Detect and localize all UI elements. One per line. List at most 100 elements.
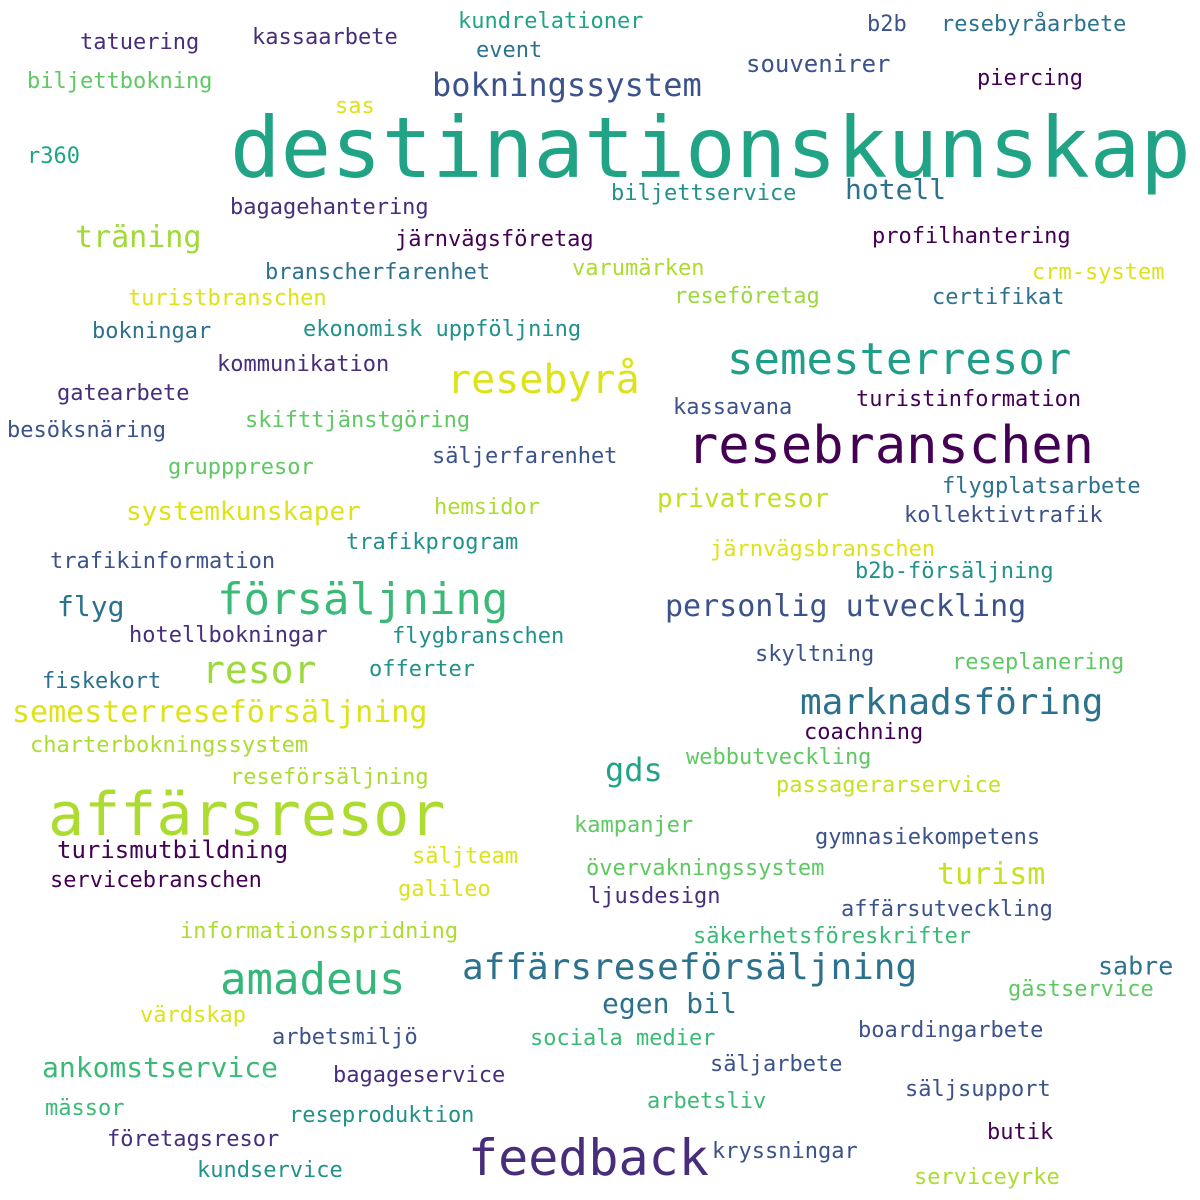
word-16: ankomstservice xyxy=(42,1051,279,1084)
word-3: feedback xyxy=(468,1129,709,1187)
word-17: egen bil xyxy=(602,987,737,1020)
word-18: systemkunskaper xyxy=(126,497,361,527)
word-98: kundservice xyxy=(197,1158,343,1183)
word-21: hotell xyxy=(845,173,947,206)
word-30: b2b xyxy=(867,12,907,37)
word-60: trafikprogram xyxy=(346,530,519,555)
word-54: grupppresor xyxy=(168,455,314,480)
word-4: semesterresor xyxy=(727,334,1072,385)
word-45: certifikat xyxy=(932,285,1065,310)
word-94: arbetsliv xyxy=(647,1089,767,1114)
word-51: turistinformation xyxy=(856,387,1082,412)
word-15: gds xyxy=(605,751,663,789)
word-64: flygbranschen xyxy=(392,624,565,649)
word-52: besöksnäring xyxy=(7,418,166,443)
word-38: järnvägsföretag xyxy=(395,227,594,252)
word-42: crm-system xyxy=(1032,260,1165,285)
word-8: affärsreseförsäljning xyxy=(462,947,918,988)
word-47: ekonomisk uppföljning xyxy=(303,317,582,342)
word-27: kassaarbete xyxy=(252,25,398,50)
word-48: kommunikation xyxy=(217,352,390,377)
word-7: resebyrå xyxy=(447,357,640,403)
word-39: profilhantering xyxy=(872,224,1071,249)
word-99: serviceyrke xyxy=(914,1165,1060,1190)
word-58: kollektivtrafik xyxy=(904,503,1103,528)
word-63: hotellbokningar xyxy=(129,623,328,648)
word-12: semesterreseförsäljning xyxy=(12,695,428,730)
word-46: bokningar xyxy=(92,319,212,344)
word-85: värdskap xyxy=(140,1003,246,1028)
word-77: servicebranschen xyxy=(50,868,262,893)
word-69: coachning xyxy=(804,720,924,745)
word-84: gästservice xyxy=(1008,977,1154,1002)
word-14: träning xyxy=(75,220,202,255)
word-23: sabre xyxy=(1098,951,1174,981)
word-36: biljettservice xyxy=(611,181,797,206)
word-83: säkerhetsföreskrifter xyxy=(693,924,972,949)
word-2: affärsresor xyxy=(48,780,446,850)
word-59: trafikinformation xyxy=(50,549,276,574)
word-86: arbetsmiljö xyxy=(272,1025,418,1050)
word-24: souvenirer xyxy=(746,50,891,78)
word-55: säljerfarenhet xyxy=(432,444,618,469)
word-6: försäljning xyxy=(217,574,509,625)
word-26: tatuering xyxy=(80,30,200,55)
word-19: privatresor xyxy=(657,484,830,514)
word-31: resebyråarbete xyxy=(941,12,1127,37)
word-37: bagagehantering xyxy=(230,195,429,220)
word-43: turistbranschen xyxy=(128,286,327,311)
word-0: destinationskunskap xyxy=(230,99,1191,197)
word-96: butik xyxy=(987,1120,1054,1145)
word-75: gymnasiekompetens xyxy=(815,825,1041,850)
word-49: gatearbete xyxy=(57,381,190,406)
word-73: passagerarservice xyxy=(776,773,1002,798)
word-87: sociala medier xyxy=(530,1026,716,1051)
word-68: reseplanering xyxy=(952,650,1125,675)
word-1: resebranschen xyxy=(687,416,1094,476)
word-92: säljsupport xyxy=(905,1077,1051,1102)
word-10: marknadsföring xyxy=(800,682,1104,723)
word-67: offerter xyxy=(369,657,475,682)
word-66: fiskekort xyxy=(42,669,162,694)
word-74: kampanjer xyxy=(574,813,694,838)
word-62: b2b-försäljning xyxy=(855,559,1054,584)
word-71: webbutveckling xyxy=(686,745,872,770)
word-72: reseförsäljning xyxy=(230,765,429,790)
word-25: turismutbildning xyxy=(57,836,289,864)
word-28: kundrelationer xyxy=(458,9,644,34)
word-5: amadeus xyxy=(220,954,406,1005)
word-13: personlig utveckling xyxy=(665,589,1027,624)
word-20: turism xyxy=(937,857,1046,892)
word-79: galileo xyxy=(398,877,491,902)
word-93: reseproduktion xyxy=(289,1103,475,1128)
word-81: affärsutveckling xyxy=(841,897,1053,922)
word-41: varumärken xyxy=(572,256,705,281)
word-56: flygplatsarbete xyxy=(942,474,1141,499)
word-82: informationsspridning xyxy=(180,919,459,944)
word-40: branscherfarenhet xyxy=(265,260,491,285)
word-44: reseföretag xyxy=(674,284,820,309)
word-33: piercing xyxy=(977,66,1083,91)
word-91: mässor xyxy=(45,1096,125,1121)
word-76: säljteam xyxy=(412,844,518,869)
word-53: skifttjänstgöring xyxy=(245,408,471,433)
word-88: boardingarbete xyxy=(858,1018,1044,1043)
word-11: bokningssystem xyxy=(432,66,702,104)
word-70: charterbokningssystem xyxy=(30,733,309,758)
word-95: företagsresor xyxy=(107,1127,280,1152)
word-50: kassavana xyxy=(673,395,793,420)
word-9: resor xyxy=(202,648,317,692)
word-57: hemsidor xyxy=(434,495,540,520)
word-35: r360 xyxy=(27,144,80,169)
word-61: järnvägsbranschen xyxy=(710,537,936,562)
word-89: säljarbete xyxy=(710,1052,843,1077)
word-80: ljusdesign xyxy=(588,884,721,909)
word-34: sas xyxy=(335,94,375,119)
word-29: event xyxy=(476,38,543,63)
word-78: övervakningssystem xyxy=(586,856,825,881)
word-97: kryssningar xyxy=(712,1139,858,1164)
word-32: biljettbokning xyxy=(27,69,213,94)
word-22: flyg xyxy=(57,590,125,623)
word-65: skyltning xyxy=(755,642,875,667)
